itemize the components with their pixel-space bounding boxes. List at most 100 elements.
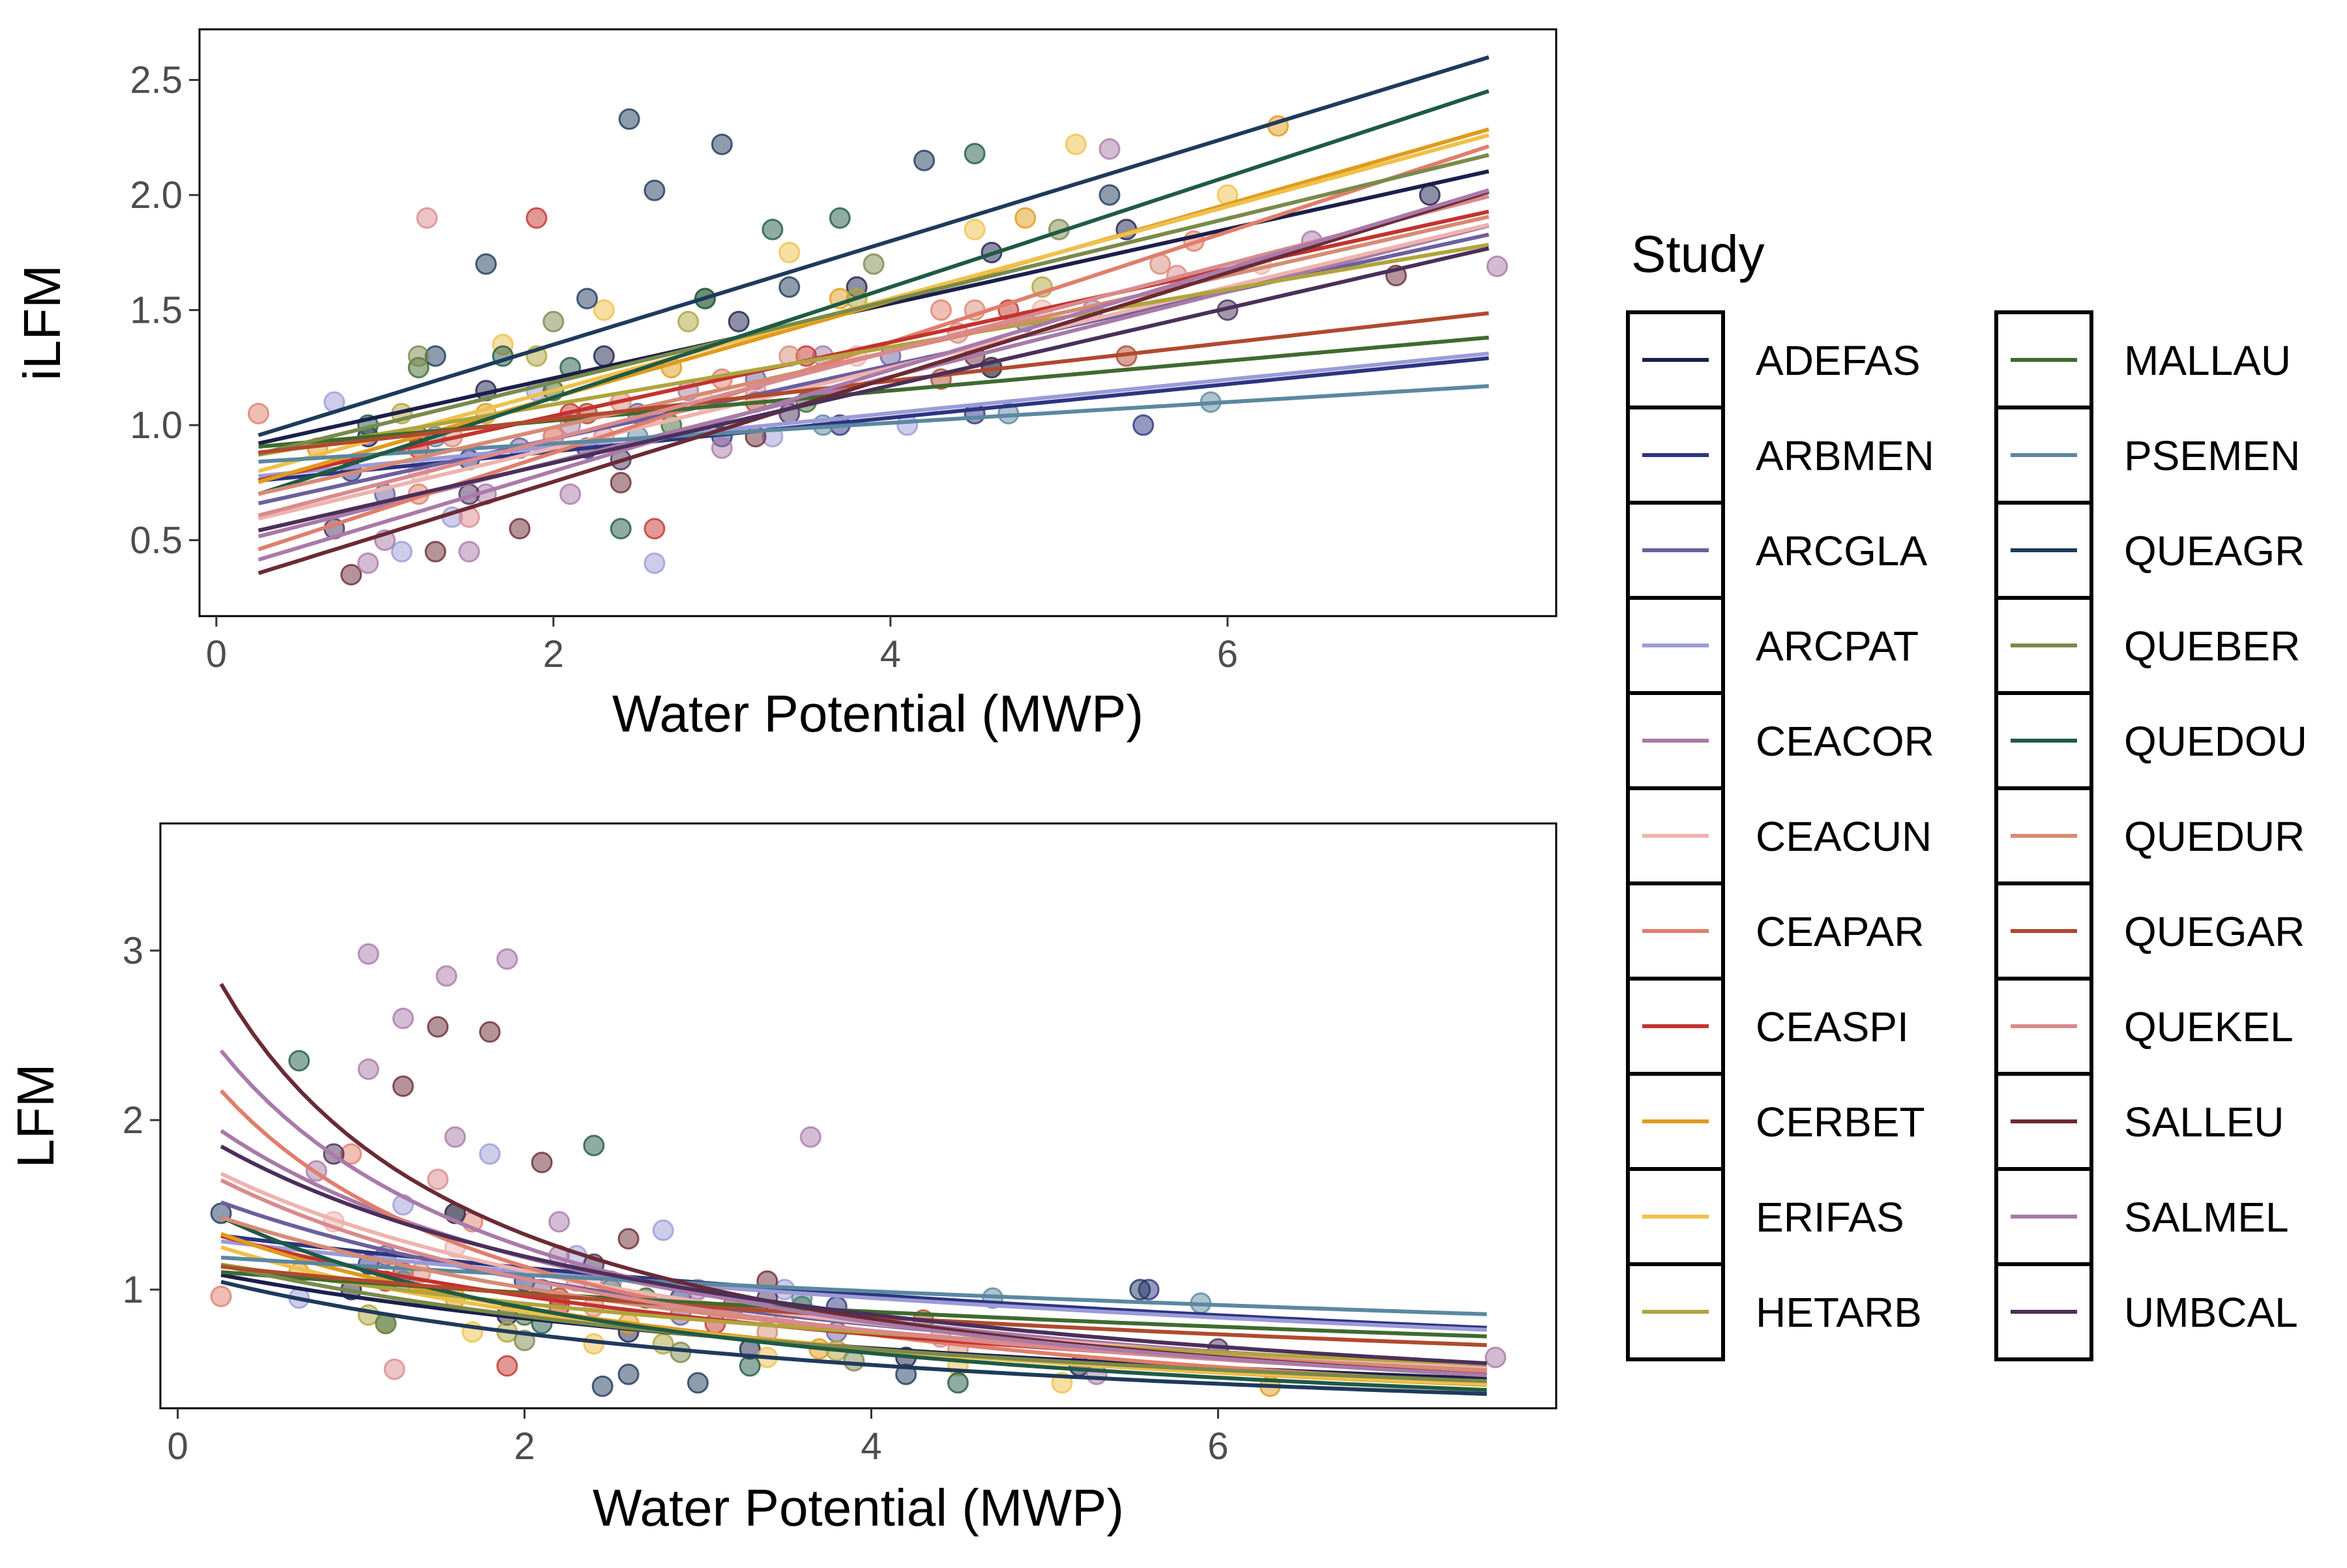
legend-label: QUEDOU (2124, 718, 2307, 765)
data-point (778, 276, 801, 298)
fit-line-quekel (258, 194, 1490, 518)
x-tick-label: 2 (514, 1425, 535, 1468)
legend-item: ERIFAS (1626, 1167, 1904, 1266)
data-point (392, 1007, 414, 1029)
y-tick-label: 0.5 (130, 520, 183, 562)
legend-label: CERBET (1756, 1099, 1925, 1146)
legend-label: ARCPAT (1756, 623, 1919, 670)
data-point (1419, 184, 1441, 206)
legend-item: CERBET (1626, 1072, 1925, 1171)
data-point (643, 518, 666, 540)
legend-label: MALLAU (2124, 337, 2291, 384)
fit-line-ceacun (258, 222, 1490, 521)
legend-label: CEACUN (1756, 813, 1932, 860)
y-tick-label: 2 (123, 1099, 143, 1142)
data-point (416, 207, 438, 229)
legend-item: QUEAGR (1994, 501, 2305, 600)
legend-item: UMBCAL (1994, 1262, 2298, 1361)
fit-line-queagr (220, 1280, 1487, 1396)
fit-line-arcpat (220, 1239, 1487, 1332)
data-point (458, 540, 480, 563)
data-point (930, 299, 952, 321)
legend-label: ARCGLA (1756, 527, 1928, 574)
data-point (247, 402, 269, 424)
legend-label: CEACOR (1756, 718, 1934, 765)
y-tick-label: 3 (123, 930, 143, 972)
data-point (686, 1372, 709, 1394)
fit-line-salmel (258, 188, 1490, 562)
y-tick-label: 2.0 (130, 174, 183, 216)
legend-label: QUEDUR (2124, 813, 2305, 860)
fit-line-queagr (258, 55, 1490, 437)
data-point (799, 1126, 821, 1148)
data-point (475, 253, 497, 275)
bottom-panel-plot-area (210, 943, 1507, 1397)
data-point (383, 1358, 406, 1380)
data-point (583, 1134, 605, 1157)
fit-line-hetarb (220, 1262, 1487, 1367)
legend-item: PSEMEN (1994, 406, 2300, 505)
data-point (643, 552, 666, 574)
data-point (435, 965, 458, 987)
fit-line-umbcal (220, 1144, 1487, 1365)
fit-line-quedou (258, 89, 1490, 496)
legend-item: SALMEL (1994, 1167, 2289, 1266)
data-point (863, 253, 885, 275)
data-point (761, 218, 784, 241)
data-point (1014, 207, 1037, 229)
y-axis-title: iLFM (13, 265, 71, 381)
data-point (427, 1016, 449, 1038)
data-point (1132, 414, 1155, 436)
data-point (643, 179, 666, 201)
legend-item: QUEBER (1994, 596, 2300, 695)
data-point (357, 552, 379, 574)
data-point (531, 1151, 553, 1174)
top-panel-border (198, 28, 1557, 617)
x-axis-title: Water Potential (MWP) (612, 685, 1144, 743)
data-point (947, 1372, 969, 1394)
y-tick-label: 1.0 (130, 404, 183, 447)
top-panel: 0 2 4 6 0.5 1.0 1.5 2.0 2.5 Water Potential (MWP)… (13, 28, 1557, 743)
fit-line-salleu (258, 190, 1490, 575)
data-point (479, 1143, 501, 1165)
legend-item: QUEDOU (1994, 691, 2307, 790)
legend: Study ADEFAS ARBMEN ARCGLA ARCPAT CEACOR CEACU… (1626, 225, 2307, 1361)
legend-item: ARCPAT (1626, 596, 1919, 695)
data-point (617, 1228, 640, 1250)
data-point (739, 1355, 761, 1377)
data-point (288, 1050, 310, 1072)
legend-label: ARBMEN (1756, 432, 1934, 479)
data-point (496, 948, 518, 970)
data-point (576, 288, 598, 310)
data-point (711, 437, 733, 459)
fit-line-umbcal (258, 246, 1490, 533)
data-point (392, 1075, 414, 1097)
x-axis-title: Water Potential (MWP) (593, 1479, 1124, 1537)
top-panel-plot-area (247, 55, 1509, 585)
data-point (829, 207, 851, 229)
data-point (444, 1126, 466, 1148)
legend-item: CEACUN (1626, 786, 1932, 885)
fit-line-salmel (219, 1049, 1487, 1378)
data-point (479, 1021, 501, 1043)
data-point (711, 133, 733, 155)
data-point (407, 345, 430, 367)
legend-item: ARCGLA (1626, 501, 1928, 600)
data-point (618, 108, 640, 130)
x-tick-label: 0 (206, 633, 227, 675)
data-point (1484, 1346, 1507, 1368)
y-tick-label: 1.5 (130, 289, 183, 332)
fit-line-queber (220, 1263, 1487, 1383)
legend-label: HETARB (1756, 1289, 1922, 1336)
legend-item: HETARB (1626, 1262, 1922, 1361)
legend-label: CEAPAR (1756, 908, 1924, 955)
data-point (1099, 184, 1121, 206)
data-point (357, 1058, 379, 1080)
x-tick-label: 0 (167, 1425, 188, 1468)
legend-item: CEASPI (1626, 977, 1909, 1076)
data-point (964, 218, 986, 241)
legend-item: SALLEU (1994, 1072, 2284, 1171)
data-point (677, 310, 700, 333)
